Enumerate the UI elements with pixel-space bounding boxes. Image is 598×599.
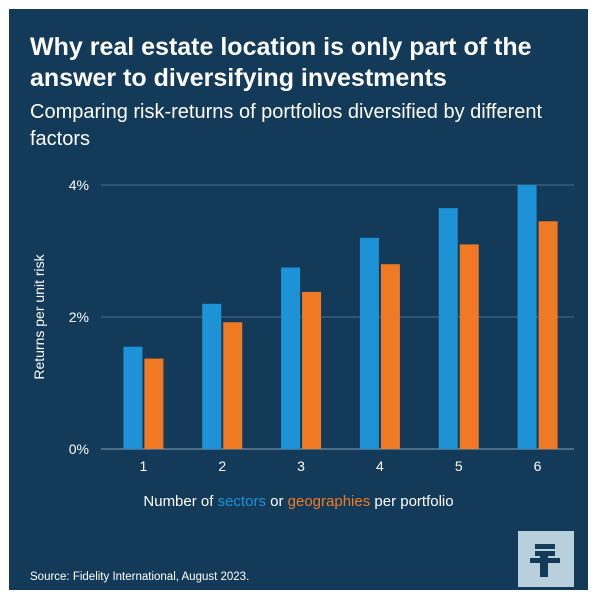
chart-title: Why real estate location is only part of… — [30, 33, 532, 92]
chart-subtitle: Comparing risk-returns of portfolios div… — [30, 101, 543, 150]
bar-sectors-3 — [281, 267, 301, 449]
bar-geographies-6 — [538, 221, 558, 449]
x-axis-label-middle: or — [265, 493, 288, 510]
x-tick-label: 6 — [534, 458, 542, 474]
legend-sectors: sectors — [217, 493, 266, 510]
bar-sectors-6 — [517, 185, 537, 449]
x-tick-label: 5 — [455, 458, 463, 474]
bar-chart: 0% 2% 4% Returns per unit risk 1 2 3 4 5 6 — [31, 177, 574, 474]
y-axis-title: Returns per unit risk — [31, 253, 47, 379]
bar-geographies-1 — [144, 358, 164, 449]
x-axis-label-suffix: per portfolio — [370, 493, 454, 510]
bar-geographies-3 — [302, 291, 322, 449]
bar-geographies-2 — [223, 322, 243, 449]
bar-geographies-5 — [459, 244, 479, 449]
fidelity-logo-mark — [530, 544, 560, 577]
fidelity-f-logo-icon — [518, 531, 574, 587]
x-tick-label: 2 — [218, 458, 226, 474]
x-axis-label-prefix: Number of — [143, 493, 218, 510]
y-tick-label: 2% — [69, 309, 89, 325]
bar-sectors-2 — [202, 303, 222, 449]
chart-card: Why real estate location is only part of… — [9, 9, 588, 590]
x-tick-label: 4 — [376, 458, 384, 474]
x-tick-label: 1 — [140, 458, 148, 474]
y-tick-label: 4% — [69, 177, 89, 193]
x-tick-label: 3 — [297, 458, 305, 474]
bar-sectors-4 — [359, 237, 379, 449]
bar-sectors-1 — [123, 346, 143, 449]
y-tick-label: 0% — [69, 441, 89, 457]
bar-sectors-5 — [438, 208, 458, 449]
bar-geographies-4 — [380, 264, 400, 449]
legend-geographies: geographies — [287, 493, 371, 510]
x-axis-label: Number of sectors or geographies per por… — [9, 493, 588, 510]
source-note: Source: Fidelity International, August 2… — [30, 571, 250, 583]
